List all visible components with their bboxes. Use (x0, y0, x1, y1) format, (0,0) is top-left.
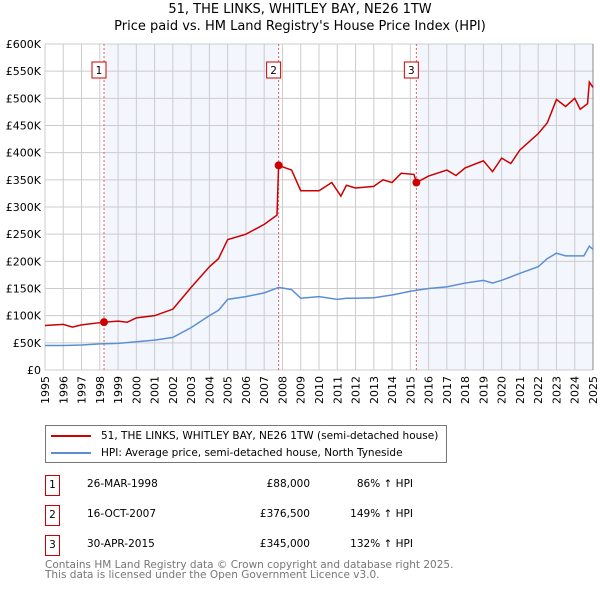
x-tick-label: 2023 (550, 376, 563, 404)
sale-date: 16-OCT-2007 (87, 508, 156, 520)
x-tick-label: 2010 (313, 376, 326, 404)
x-tick-label: 1995 (39, 376, 52, 404)
x-tick-label: 2013 (368, 376, 381, 404)
x-tick-label: 2019 (477, 376, 490, 404)
sale-price: £376,500 (259, 508, 310, 520)
x-tick-label: 1996 (57, 376, 70, 404)
legend: 51, THE LINKS, WHITLEY BAY, NE26 1TW (se… (45, 425, 447, 463)
sale-label-box (266, 61, 282, 79)
x-tick-label: 2018 (459, 376, 472, 404)
series-line-property (44, 79, 594, 328)
y-tick-label: £150K (6, 283, 42, 296)
sale-number: 3 (45, 535, 60, 556)
x-tick-label: 2012 (350, 376, 363, 404)
x-tick-label: 2003 (185, 376, 198, 404)
x-tick-label: 2008 (276, 376, 289, 404)
sale-hpi: 86% ↑ HPI (356, 478, 413, 490)
footer: Contains HM Land Registry data © Crown c… (45, 559, 454, 581)
legend-item-hpi: HPI: Average price, semi-detached house,… (51, 446, 403, 460)
legend-label: 51, THE LINKS, WHITLEY BAY, NE26 1TW (se… (101, 430, 439, 442)
sale-number: 1 (45, 475, 60, 496)
sale-row: 2 16-OCT-2007 £376,500 149% ↑ HPI (45, 505, 445, 527)
legend-swatch-red (51, 435, 91, 437)
x-tick-label: 2020 (496, 376, 509, 404)
legend-swatch-blue (51, 452, 91, 454)
x-tick-label: 2017 (441, 376, 454, 404)
y-tick-label: £500K (6, 92, 42, 105)
series-line-hpi (45, 244, 594, 347)
y-tick-label: £100K (6, 310, 42, 323)
x-tick-label: 1997 (76, 376, 89, 404)
sale-point (274, 161, 283, 170)
y-tick-label: £600K (6, 38, 42, 51)
y-tick-label: £350K (6, 174, 42, 187)
x-tick-label: 2001 (149, 376, 162, 404)
x-tick-label: 2021 (514, 376, 527, 404)
sale-price: £345,000 (259, 538, 310, 550)
y-tick-label: £450K (6, 120, 42, 133)
sale-label: 1 (96, 65, 103, 77)
sale-row: 3 30-APR-2015 £345,000 132% ↑ HPI (45, 535, 445, 557)
y-tick-label: £200K (6, 255, 42, 268)
sale-date: 30-APR-2015 (87, 538, 155, 550)
footer-line: This data is licensed under the Open Gov… (45, 569, 380, 581)
x-tick-label: 2007 (258, 376, 271, 404)
x-tick-label: 2025 (587, 376, 600, 404)
x-tick-label: 2015 (404, 376, 417, 404)
x-tick-label: 2016 (423, 376, 436, 404)
sale-price: £88,000 (266, 478, 310, 490)
sale-point (100, 318, 109, 327)
y-tick-label: £50K (13, 337, 42, 350)
x-tick-label: 1998 (94, 376, 107, 404)
y-tick-label: £400K (6, 147, 42, 160)
x-tick-label: 2024 (569, 376, 582, 404)
x-tick-label: 2009 (295, 376, 308, 404)
x-tick-label: 2011 (331, 376, 344, 404)
sale-date: 26-MAR-1998 (87, 478, 158, 490)
sale-label-box (403, 61, 419, 79)
y-tick-label: £550K (6, 65, 42, 78)
chart-title: 51, THE LINKS, WHITLEY BAY, NE26 1TW (168, 2, 432, 17)
sale-hpi: 149% ↑ HPI (350, 508, 413, 520)
x-tick-label: 2014 (386, 376, 399, 404)
sale-label: 2 (270, 65, 277, 77)
chart-subtitle: Price paid vs. HM Land Registry's House … (114, 19, 486, 34)
sale-number: 2 (45, 505, 60, 526)
sale-row: 1 26-MAR-1998 £88,000 86% ↑ HPI (45, 475, 445, 497)
y-tick-label: £300K (6, 201, 42, 214)
x-tick-label: 1999 (112, 376, 125, 404)
x-tick-label: 2004 (203, 376, 216, 404)
y-tick-label: £250K (6, 228, 42, 241)
sale-label-box (91, 61, 107, 79)
sale-hpi: 132% ↑ HPI (350, 538, 413, 550)
plot: 1995 1996 1997 1998 1999 2000 2001 2002 2003 2004… (6, 38, 600, 404)
x-tick-label: 2006 (240, 376, 253, 404)
sale-label: 3 (408, 65, 415, 77)
footer-line: Contains HM Land Registry data © Crown c… (45, 559, 454, 571)
y-tick-label: £0 (27, 364, 41, 377)
legend-label: HPI: Average price, semi-detached house,… (101, 447, 403, 459)
x-tick-label: 2022 (532, 376, 545, 404)
legend-item-property: 51, THE LINKS, WHITLEY BAY, NE26 1TW (se… (51, 429, 438, 443)
sale-point (412, 178, 421, 187)
x-tick-label: 2005 (222, 376, 235, 404)
x-tick-label: 2002 (167, 376, 180, 404)
x-tick-label: 2000 (130, 376, 143, 404)
